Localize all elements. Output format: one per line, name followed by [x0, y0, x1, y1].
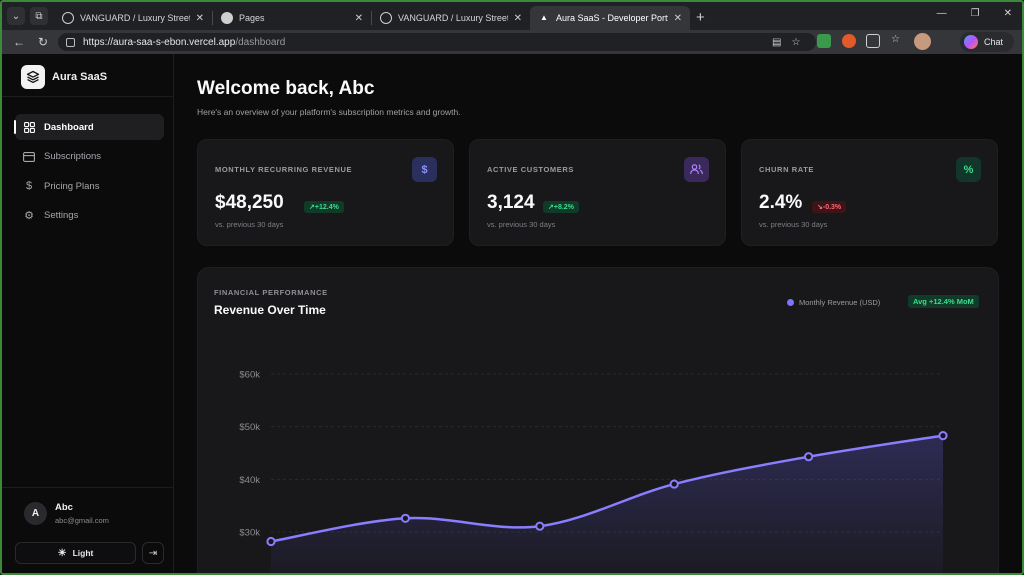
main-content: Welcome back, Abc Here's an overview of …: [174, 54, 1022, 573]
refresh-icon[interactable]: ↻: [37, 35, 49, 49]
dollar-icon: $: [412, 157, 437, 182]
y-tick-label: $50k: [239, 422, 260, 433]
grid-icon: [23, 121, 35, 133]
revenue-chart-card: $60k $50k $40k $30k FINANCIAL PERFORMANCE R…: [197, 267, 999, 573]
y-tick-label: $40k: [239, 475, 260, 486]
layers-icon: [21, 65, 45, 89]
metric-value: 3,124: [487, 192, 535, 213]
legend-dot: [787, 299, 794, 306]
window-controls: — ❐ ✕: [937, 8, 1012, 19]
logout-icon: ⇥: [148, 547, 158, 559]
gear-icon: ⚙: [24, 210, 34, 222]
close-window-icon[interactable]: ✕: [1003, 8, 1012, 19]
metric-value: $48,250: [215, 192, 284, 213]
url-field[interactable]: https://aura-saa-s-ebon.vercel.app/dashb…: [58, 33, 816, 51]
trend-up-icon: ↗: [309, 204, 315, 211]
tab-3[interactable]: ▲ Aura SaaS - Developer Portfolio ✕: [530, 6, 690, 30]
trend-down-icon: ↘: [817, 204, 823, 211]
page-subtitle: Here's an overview of your platform's su…: [197, 107, 461, 117]
avatar: A: [24, 502, 47, 525]
close-icon[interactable]: ✕: [195, 12, 204, 24]
new-tab-button[interactable]: +: [696, 8, 705, 26]
chart-title: Revenue Over Time: [214, 303, 326, 317]
data-point[interactable]: [535, 521, 545, 531]
back-icon[interactable]: ←: [13, 35, 25, 49]
restore-icon[interactable]: ❐: [970, 8, 980, 19]
trend-badge: ↗ +8.2%: [543, 201, 579, 213]
close-icon[interactable]: ✕: [354, 12, 363, 24]
trend-badge: ↗ +12.4%: [304, 201, 344, 213]
metric-card-customers: ACTIVE CUSTOMERS 3,124 ↗ +8.2% vs. previo…: [469, 139, 726, 246]
tab-2[interactable]: VANGUARD / Luxury Streetwear & ✕: [372, 6, 530, 30]
sidebar-item-subscriptions[interactable]: Subscriptions: [15, 144, 164, 170]
globe-icon: [380, 12, 392, 24]
revenue-chart: $60k $50k $40k $30k: [239, 370, 948, 573]
users-icon: [684, 157, 709, 182]
revenue-area: [271, 435, 943, 573]
data-point[interactable]: [669, 479, 679, 489]
cube-icon: ⧉: [35, 10, 43, 22]
user-profile[interactable]: A Abc abc@gmail.com: [24, 502, 109, 525]
profile-avatar[interactable]: [914, 33, 931, 50]
data-point[interactable]: [938, 431, 948, 441]
site-info-icon[interactable]: [66, 37, 75, 47]
chevron-down-icon: ⌄: [11, 10, 21, 22]
github-icon: [221, 12, 233, 24]
trend-badge: ↘ -0.3%: [812, 201, 847, 213]
y-tick-label: $30k: [239, 528, 260, 539]
chart-eyebrow: FINANCIAL PERFORMANCE: [214, 288, 328, 297]
close-icon[interactable]: ✕: [513, 12, 522, 24]
copilot-chat-button[interactable]: Chat: [960, 32, 1014, 52]
tab-bar: ⌄ ⧉ VANGUARD / Luxury Streetwear & ✕ Pag…: [2, 2, 1022, 30]
user-name: Abc: [55, 502, 73, 513]
y-tick-label: $60k: [239, 370, 260, 381]
sidebar-menu: Dashboard Subscriptions $ Pricing Plans …: [14, 114, 164, 232]
data-point[interactable]: [266, 536, 276, 547]
metric-card-mrr: MONTHLY RECURRING REVENUE $ $48,250 ↗ +12…: [197, 139, 454, 246]
chart-legend: Monthly Revenue (USD): [787, 298, 880, 307]
extension-icon[interactable]: [842, 34, 856, 48]
minimize-icon[interactable]: —: [936, 8, 947, 19]
extension-icon[interactable]: [817, 34, 831, 48]
metric-value: 2.4%: [759, 192, 803, 213]
trend-up-icon: ↗: [548, 204, 554, 211]
revenue-line: [269, 434, 945, 543]
workspaces-button[interactable]: ⧉: [30, 7, 48, 25]
favorites-icon[interactable]: ☆: [891, 34, 900, 45]
sidebar-item-settings[interactable]: ⚙ Settings: [24, 210, 79, 222]
close-icon[interactable]: ✕: [673, 12, 682, 24]
tab-list-button[interactable]: ⌄: [7, 7, 25, 25]
data-point[interactable]: [400, 513, 410, 523]
logout-button[interactable]: ⇥: [142, 542, 164, 564]
brand[interactable]: Aura SaaS: [21, 65, 107, 89]
extensions-puzzle-icon[interactable]: [866, 34, 880, 48]
tab-1[interactable]: Pages ✕: [213, 6, 371, 30]
sidebar: Aura SaaS Dashboard Subscriptions $ Pric…: [2, 54, 174, 573]
dollar-icon: $: [25, 180, 33, 192]
copilot-icon: [964, 35, 978, 49]
sidebar-item-pricing-plans[interactable]: $ Pricing Plans: [15, 173, 164, 199]
percent-icon: %: [956, 157, 981, 182]
triangle-icon: ▲: [540, 13, 548, 22]
favorite-star-icon[interactable]: ☆: [791, 36, 801, 48]
globe-icon: [62, 12, 74, 24]
page-title: Welcome back, Abc: [197, 78, 375, 99]
metric-card-churn: CHURN RATE % 2.4% ↘ -0.3% vs. previous 30…: [741, 139, 998, 246]
card-icon: [23, 151, 35, 163]
theme-toggle-button[interactable]: ☀ Light: [15, 542, 136, 564]
user-email: abc@gmail.com: [55, 516, 109, 525]
data-point[interactable]: [804, 452, 814, 462]
address-bar: ← ↻ https://aura-saa-s-ebon.vercel.app/d…: [2, 30, 1022, 54]
tab-0[interactable]: VANGUARD / Luxury Streetwear & ✕: [54, 6, 212, 30]
avg-growth-badge: Avg +12.4% MoM: [908, 295, 979, 308]
reader-mode-icon[interactable]: ▤: [772, 36, 782, 48]
brand-name: Aura SaaS: [52, 71, 108, 83]
sun-icon: ☀: [57, 547, 67, 559]
sidebar-item-dashboard[interactable]: Dashboard: [14, 114, 164, 140]
